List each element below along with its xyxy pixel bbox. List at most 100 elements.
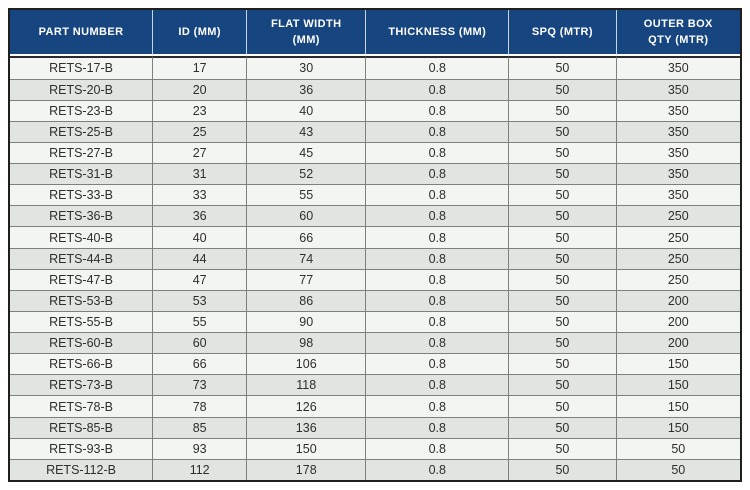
cell-part_number: RETS-78-B xyxy=(10,396,154,418)
cell-part_number: RETS-40-B xyxy=(10,227,154,249)
cell-outer_box_qty_mtr: 250 xyxy=(616,248,740,270)
cell-thickness_mm: 0.8 xyxy=(366,333,510,355)
cell-flat_width_mm: 106 xyxy=(247,354,367,376)
cell-flat_width_mm: 74 xyxy=(247,248,367,270)
header-row: PART NUMBER ID (MM) FLAT WIDTH (MM) THICKNE… xyxy=(10,10,740,56)
cell-outer_box_qty_mtr: 50 xyxy=(616,438,740,460)
cell-spq_mtr: 50 xyxy=(509,269,617,291)
cell-id_mm: 23 xyxy=(153,100,248,122)
cell-flat_width_mm: 98 xyxy=(247,333,367,355)
cell-thickness_mm: 0.8 xyxy=(366,396,510,418)
cell-outer_box_qty_mtr: 150 xyxy=(616,354,740,376)
cell-outer_box_qty_mtr: 250 xyxy=(616,269,740,291)
cell-outer_box_qty_mtr: 200 xyxy=(616,333,740,355)
cell-id_mm: 31 xyxy=(153,164,248,186)
cell-id_mm: 36 xyxy=(153,206,248,228)
cell-id_mm: 73 xyxy=(153,375,248,397)
cell-part_number: RETS-36-B xyxy=(10,206,154,228)
cell-part_number: RETS-55-B xyxy=(10,311,154,334)
cell-part_number: RETS-112-B xyxy=(10,459,154,480)
table-row: RETS-47-B 47 77 0.8 50 250 xyxy=(10,269,740,291)
cell-part_number: RETS-31-B xyxy=(10,164,154,186)
cell-spq_mtr: 50 xyxy=(509,333,617,355)
spec-table-container: PART NUMBER ID (MM) FLAT WIDTH (MM) THICKNE… xyxy=(8,8,742,482)
cell-part_number: RETS-47-B xyxy=(10,269,154,291)
cell-spq_mtr: 50 xyxy=(509,164,617,186)
cell-thickness_mm: 0.8 xyxy=(366,79,510,101)
cell-spq_mtr: 50 xyxy=(509,185,617,207)
spec-table: PART NUMBER ID (MM) FLAT WIDTH (MM) THICKNE… xyxy=(10,10,740,480)
cell-spq_mtr: 50 xyxy=(509,142,617,165)
cell-spq_mtr: 50 xyxy=(509,438,617,460)
cell-flat_width_mm: 150 xyxy=(247,438,367,460)
cell-id_mm: 85 xyxy=(153,417,248,439)
cell-thickness_mm: 0.8 xyxy=(366,290,510,312)
cell-part_number: RETS-44-B xyxy=(10,248,154,270)
cell-spq_mtr: 50 xyxy=(509,459,617,480)
cell-id_mm: 40 xyxy=(153,227,248,249)
cell-spq_mtr: 50 xyxy=(509,396,617,418)
table-row: RETS-40-B 40 66 0.8 50 250 xyxy=(10,227,740,249)
table-row: RETS-60-B 60 98 0.8 50 200 xyxy=(10,333,740,355)
table-row: RETS-112-B 112 178 0.8 50 50 xyxy=(10,459,740,480)
table-row: RETS-85-B 85 136 0.8 50 150 xyxy=(10,417,740,439)
cell-part_number: RETS-27-B xyxy=(10,142,154,165)
table-row: RETS-93-B 93 150 0.8 50 50 xyxy=(10,438,740,460)
cell-id_mm: 112 xyxy=(153,459,248,480)
cell-flat_width_mm: 66 xyxy=(247,227,367,249)
cell-id_mm: 27 xyxy=(153,142,248,165)
cell-flat_width_mm: 136 xyxy=(247,417,367,439)
cell-thickness_mm: 0.8 xyxy=(366,185,510,207)
cell-part_number: RETS-17-B xyxy=(10,56,154,80)
cell-thickness_mm: 0.8 xyxy=(366,354,510,376)
cell-spq_mtr: 50 xyxy=(509,227,617,249)
cell-outer_box_qty_mtr: 350 xyxy=(616,164,740,186)
cell-part_number: RETS-23-B xyxy=(10,100,154,122)
cell-thickness_mm: 0.8 xyxy=(366,438,510,460)
cell-flat_width_mm: 30 xyxy=(247,56,367,80)
table-row: RETS-27-B 27 45 0.8 50 350 xyxy=(10,142,740,165)
table-row: RETS-53-B 53 86 0.8 50 200 xyxy=(10,290,740,312)
cell-part_number: RETS-53-B xyxy=(10,290,154,312)
cell-id_mm: 44 xyxy=(153,248,248,270)
cell-part_number: RETS-60-B xyxy=(10,333,154,355)
cell-outer_box_qty_mtr: 350 xyxy=(616,100,740,122)
cell-outer_box_qty_mtr: 250 xyxy=(616,227,740,249)
cell-part_number: RETS-73-B xyxy=(10,375,154,397)
cell-outer_box_qty_mtr: 200 xyxy=(616,311,740,334)
table-row: RETS-17-B 17 30 0.8 50 350 xyxy=(10,56,740,80)
cell-spq_mtr: 50 xyxy=(509,56,617,80)
column-header-thickness_mm: THICKNESS (MM) xyxy=(366,10,510,56)
cell-outer_box_qty_mtr: 250 xyxy=(616,206,740,228)
cell-part_number: RETS-33-B xyxy=(10,185,154,207)
cell-thickness_mm: 0.8 xyxy=(366,248,510,270)
cell-flat_width_mm: 40 xyxy=(247,100,367,122)
table-row: RETS-55-B 55 90 0.8 50 200 xyxy=(10,311,740,334)
cell-flat_width_mm: 43 xyxy=(247,121,367,143)
cell-spq_mtr: 50 xyxy=(509,206,617,228)
table-header: PART NUMBER ID (MM) FLAT WIDTH (MM) THICKNE… xyxy=(10,10,740,56)
table-row: RETS-36-B 36 60 0.8 50 250 xyxy=(10,206,740,228)
cell-part_number: RETS-25-B xyxy=(10,121,154,143)
column-header-flat_width_mm: FLAT WIDTH (MM) xyxy=(247,10,367,56)
cell-outer_box_qty_mtr: 350 xyxy=(616,142,740,165)
table-row: RETS-33-B 33 55 0.8 50 350 xyxy=(10,185,740,207)
cell-flat_width_mm: 77 xyxy=(247,269,367,291)
cell-id_mm: 47 xyxy=(153,269,248,291)
cell-spq_mtr: 50 xyxy=(509,311,617,334)
cell-id_mm: 78 xyxy=(153,396,248,418)
cell-spq_mtr: 50 xyxy=(509,417,617,439)
cell-outer_box_qty_mtr: 350 xyxy=(616,121,740,143)
cell-spq_mtr: 50 xyxy=(509,248,617,270)
cell-part_number: RETS-85-B xyxy=(10,417,154,439)
cell-id_mm: 55 xyxy=(153,311,248,334)
cell-flat_width_mm: 126 xyxy=(247,396,367,418)
cell-outer_box_qty_mtr: 150 xyxy=(616,396,740,418)
cell-thickness_mm: 0.8 xyxy=(366,417,510,439)
cell-outer_box_qty_mtr: 150 xyxy=(616,417,740,439)
cell-part_number: RETS-93-B xyxy=(10,438,154,460)
cell-thickness_mm: 0.8 xyxy=(366,227,510,249)
cell-id_mm: 93 xyxy=(153,438,248,460)
cell-spq_mtr: 50 xyxy=(509,100,617,122)
cell-flat_width_mm: 55 xyxy=(247,185,367,207)
